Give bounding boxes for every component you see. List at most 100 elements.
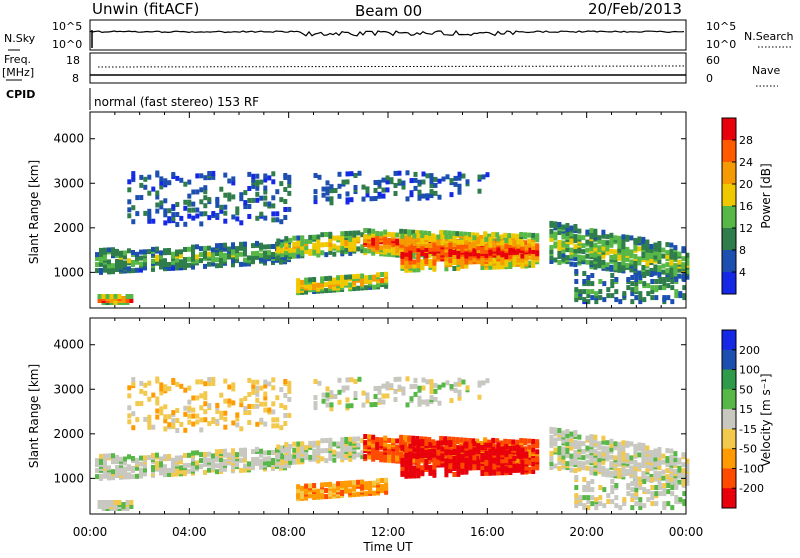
power-cell — [412, 233, 417, 239]
power-cell — [231, 242, 235, 248]
power-cell — [407, 229, 412, 235]
power-cell — [625, 262, 630, 268]
velocity-cell — [401, 386, 406, 392]
velocity-cell — [400, 469, 405, 475]
power-cell — [211, 174, 216, 180]
velocity-cell — [573, 450, 578, 456]
velocity-cell — [135, 473, 139, 479]
velocity-cell — [605, 456, 610, 462]
velocity-cell — [413, 383, 418, 389]
velocity-cell — [207, 403, 212, 409]
power-cell — [637, 270, 642, 276]
velocity-heatmap — [95, 376, 690, 511]
power-cell — [630, 275, 635, 280]
power-cell — [452, 258, 457, 263]
power-cell — [95, 252, 99, 258]
power-cell — [574, 269, 579, 274]
power-cell — [419, 230, 424, 236]
velocity-cell — [578, 495, 583, 501]
velocity-cell — [393, 397, 398, 402]
velocity-cell — [662, 487, 667, 493]
power-cell — [127, 179, 132, 185]
power-cell — [215, 263, 219, 269]
power-cell — [183, 221, 188, 227]
power-cell — [549, 259, 554, 264]
power-cell — [601, 253, 606, 259]
velocity-cell — [670, 491, 675, 497]
power-cell — [127, 187, 132, 193]
velocity-cell — [557, 436, 562, 441]
power-cell — [215, 243, 219, 249]
power-cell — [654, 285, 659, 291]
power-cell — [653, 250, 658, 256]
velocity-cell — [569, 437, 574, 443]
velocity-cell — [324, 488, 329, 494]
velocity-cell — [191, 413, 196, 419]
noise-sky-line — [89, 30, 685, 37]
velocity-cell — [387, 457, 392, 463]
date-title: 20/Feb/2013 — [588, 0, 682, 18]
velocity-cell — [412, 465, 417, 471]
power-cell — [271, 179, 276, 185]
velocity-cell — [625, 440, 630, 446]
power-cell — [409, 178, 414, 184]
velocity-cell — [585, 445, 590, 451]
velocity-cell — [235, 412, 240, 418]
velocity-cell — [601, 439, 606, 445]
velocity-cell — [363, 440, 368, 446]
power-cell — [312, 277, 317, 282]
velocity-cell — [215, 449, 219, 455]
velocity-cell — [276, 452, 281, 458]
velocity-cell — [111, 475, 115, 481]
power-cell — [610, 293, 615, 299]
velocity-cell — [673, 457, 678, 463]
power-cell — [348, 234, 353, 240]
velocity-cell — [296, 445, 301, 451]
velocity-cell — [485, 378, 490, 384]
velocity-cell — [468, 449, 473, 455]
power-cell — [239, 251, 243, 257]
velocity-cell — [207, 467, 211, 473]
velocity-cell — [456, 445, 461, 451]
velocity-cell — [175, 455, 179, 461]
power-cell — [360, 244, 365, 250]
power-cell — [507, 233, 512, 239]
power-cell — [650, 285, 655, 291]
velocity-cell — [467, 438, 472, 443]
power-cell — [634, 281, 639, 287]
power-cell — [179, 177, 184, 183]
velocity-cell — [610, 485, 615, 490]
velocity-cell — [512, 463, 517, 469]
velocity-cell — [119, 466, 123, 472]
power-cell — [662, 277, 667, 282]
power-cell — [431, 239, 436, 245]
velocity-cell — [324, 458, 329, 464]
power-cell — [247, 214, 252, 219]
velocity-cell — [313, 401, 318, 407]
power-cell — [296, 288, 301, 294]
power-cell — [247, 171, 252, 177]
velocity-cell — [179, 455, 183, 461]
velocity-ytick-label: 2000 — [53, 427, 84, 441]
power-cell — [304, 249, 309, 255]
velocity-cell — [527, 466, 532, 472]
power-cell — [484, 252, 489, 258]
velocity-cell — [455, 437, 460, 443]
velocity-cell — [231, 464, 235, 470]
velocity-cell — [477, 394, 482, 400]
power-cell — [373, 196, 378, 201]
velocity-cell — [127, 454, 131, 460]
freq-panel-frame — [89, 52, 687, 84]
velocity-cell — [484, 458, 489, 464]
velocity-cell — [520, 469, 525, 475]
velocity-cell — [432, 440, 437, 446]
power-cell — [219, 243, 223, 248]
velocity-cell — [403, 441, 408, 447]
velocity-cell — [577, 460, 582, 466]
power-cell — [356, 285, 361, 291]
x-tick-label: 20:00 — [569, 525, 604, 539]
velocity-cell — [127, 405, 132, 411]
velocity-cell — [215, 418, 220, 424]
power-cell — [617, 243, 622, 249]
power-cell — [597, 261, 602, 267]
